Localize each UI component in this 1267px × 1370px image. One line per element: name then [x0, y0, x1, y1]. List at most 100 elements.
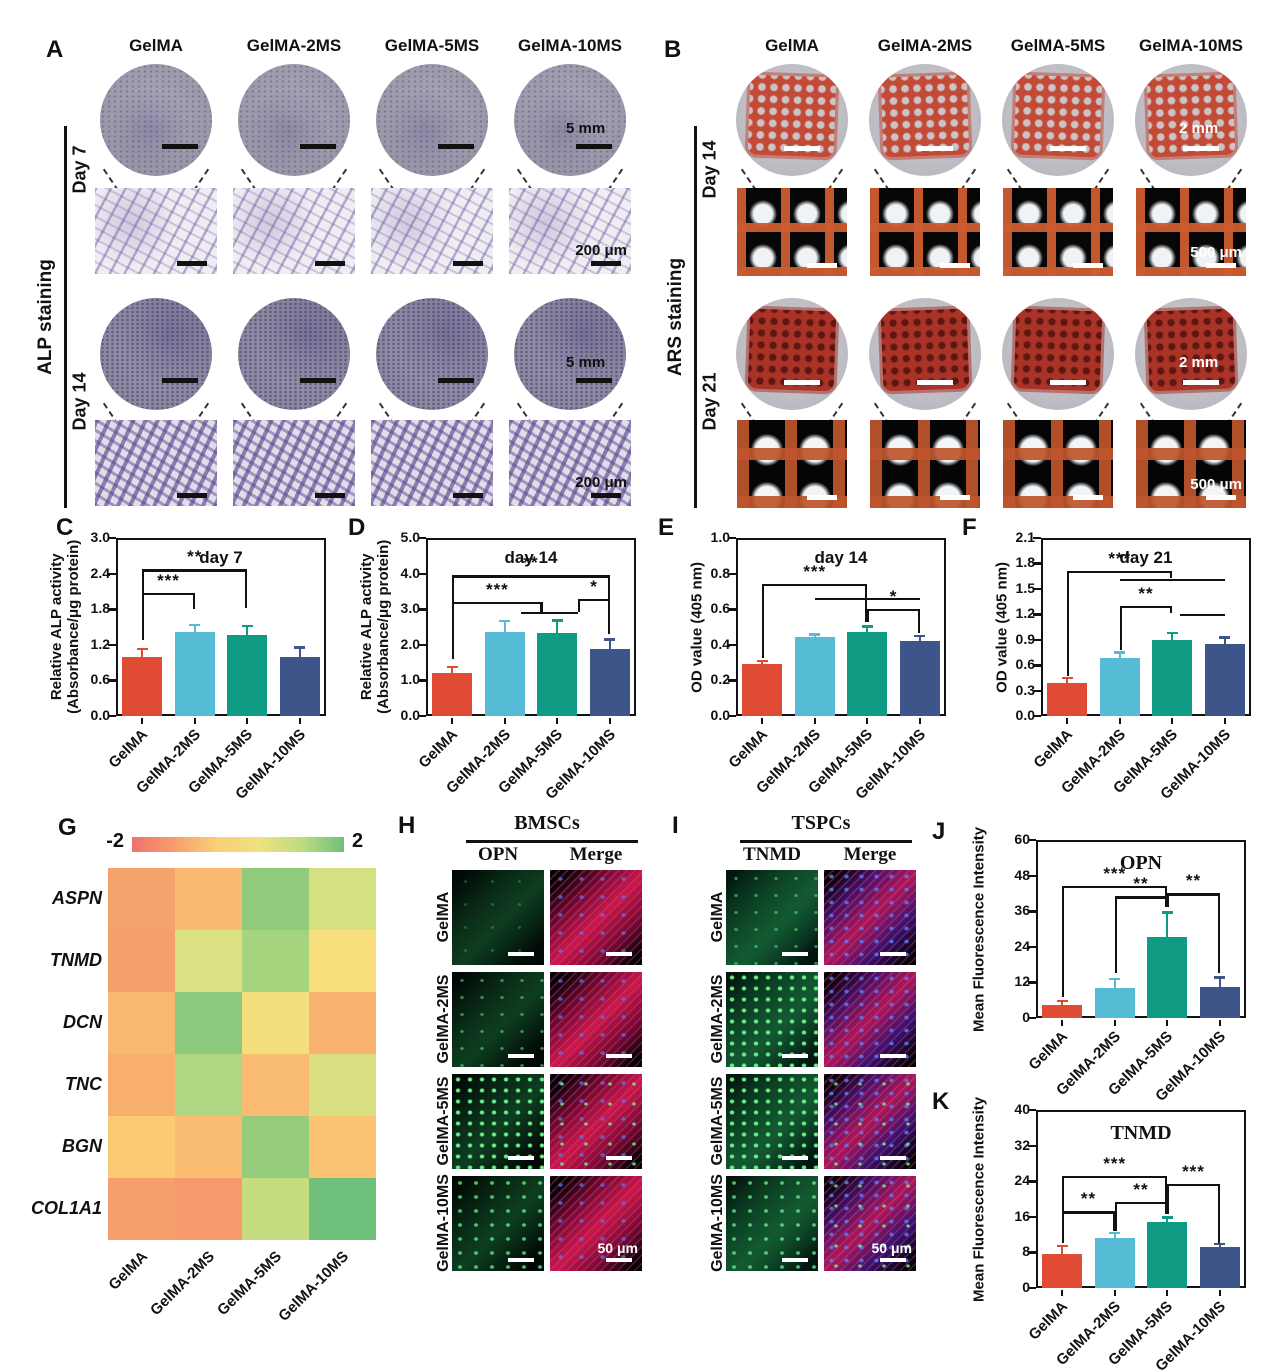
heatmap-cell	[175, 992, 242, 1054]
column-header-ars-3: GelMA-10MS	[1139, 36, 1243, 55]
column-header-i-0: TNMD	[742, 844, 802, 865]
error-bar-cap	[1056, 999, 1068, 1003]
sig-bracket-line	[1167, 1183, 1220, 1187]
sig-bracket-leg	[865, 584, 868, 622]
alp-micro-image	[371, 420, 493, 506]
y-tick-mark	[1033, 537, 1041, 540]
x-tick-mark	[193, 718, 196, 724]
sig-bracket-leg	[867, 609, 870, 622]
y-tick-mark	[108, 715, 116, 718]
bar	[432, 672, 473, 716]
error-bar	[1223, 637, 1226, 644]
bar	[1094, 987, 1135, 1018]
sig-stars: ***	[1103, 1153, 1127, 1173]
scale-bar	[1206, 263, 1236, 268]
y-tick-label: 1.0	[400, 671, 420, 688]
y-tick-mark	[1028, 945, 1036, 949]
chart-title: day 21	[1119, 548, 1173, 567]
sig-bracket-line	[814, 597, 920, 600]
panel-letter-f: F	[962, 514, 977, 541]
scale-bar	[1073, 495, 1103, 500]
group-header-h: BMSCs	[514, 812, 580, 834]
scale-label: 200 μm	[575, 474, 627, 491]
scale-label: 50 μm	[597, 1240, 638, 1256]
y-tick-mark	[418, 572, 426, 575]
sig-bracket-leg	[142, 569, 145, 594]
scale-bar	[940, 263, 970, 268]
error-bar-cap	[499, 619, 511, 623]
alp-well-image	[376, 298, 488, 410]
column-header-alp-3: GelMA-10MS	[518, 36, 622, 55]
error-bar-cap	[1114, 651, 1126, 654]
y-tick-mark	[1033, 715, 1041, 718]
x-tick-mark	[246, 718, 249, 724]
scale-bar	[606, 1258, 632, 1262]
sig-bracket-leg	[1062, 885, 1065, 998]
error-bar	[1061, 1000, 1064, 1006]
y-tick-mark	[1028, 1251, 1036, 1254]
sig-stars: **	[187, 547, 203, 567]
side-line-alp	[64, 126, 67, 508]
group-header-underline	[466, 840, 638, 843]
y-tick-mark	[728, 643, 736, 647]
sig-bracket-leg	[1114, 896, 1117, 974]
day-label-alp-1: Day 14	[69, 372, 90, 431]
h-marker-image	[452, 972, 544, 1067]
sig-stars: ***	[803, 562, 827, 582]
sig-bracket-line	[520, 612, 579, 615]
chart-F: 0.0 0.3 0.6 0.9 1.2 1.5 1.8 2.1 GelMA GelMA-2MS Ge…	[957, 514, 1265, 859]
bar	[227, 634, 268, 716]
y-tick-label: 0.6	[90, 671, 110, 688]
image-dots-layer	[452, 1176, 544, 1271]
alp-well-image	[376, 64, 488, 176]
alp-well-image	[100, 298, 212, 410]
x-tick-mark	[1166, 1020, 1169, 1026]
column-header-ars-0: GelMA	[765, 36, 819, 55]
y-tick-mark	[1033, 638, 1041, 642]
y-axis-label: OD value (405 nm)	[688, 561, 706, 693]
x-tick-mark	[608, 718, 611, 724]
chart-C: 0.0 0.6 1.2 1.8 2.4 3.0 GelMA GelMA-2MS GelMA-5M…	[32, 514, 340, 859]
x-tick-mark	[1113, 1020, 1116, 1026]
scale-bar	[807, 263, 837, 268]
heatmap-legend-max: 2	[352, 830, 364, 852]
y-tick-label: 0.8	[710, 564, 730, 581]
x-tick-mark	[813, 718, 816, 724]
sig-bracket-leg	[142, 593, 145, 641]
i-marker-image	[726, 1074, 818, 1169]
y-tick-mark	[1028, 1287, 1036, 1290]
heatmap-cell	[175, 930, 242, 992]
chart-K: 0 8 16 24 32 40 GelMA GelMA-2MS GelMA-5MS GelMA-1…	[952, 1086, 1260, 1370]
error-bar-cap	[861, 625, 873, 628]
ars-well-image	[869, 64, 981, 176]
error-bar	[503, 620, 506, 632]
panel-letter-k: K	[932, 1088, 950, 1115]
y-tick-mark	[1033, 613, 1041, 616]
x-tick-mark	[866, 718, 869, 724]
y-tick-label: 32	[1014, 1136, 1030, 1153]
day-label-ars-1: Day 21	[699, 372, 720, 431]
y-tick-mark	[1033, 689, 1041, 692]
scale-label: 5 mm	[566, 120, 606, 137]
error-bar-cap	[914, 634, 926, 638]
scale-bar	[315, 261, 345, 266]
alp-well-image: 5 mm	[514, 298, 626, 410]
x-tick-mark	[918, 718, 921, 724]
y-tick-label: 2.4	[90, 564, 110, 581]
y-tick-mark	[1033, 664, 1041, 667]
y-tick-label: 0.3	[1015, 681, 1035, 698]
sig-bracket-line	[1062, 1211, 1115, 1214]
ars-micro-image	[1003, 188, 1113, 276]
y-tick-mark	[1028, 1109, 1036, 1112]
y-tick-mark	[418, 679, 426, 682]
ars-well-image: 2 mm	[1135, 298, 1247, 410]
side-label-alp: ALP staining	[35, 259, 56, 375]
heatmap-gene-label: BGN	[62, 1136, 102, 1156]
panel-letter-j: J	[932, 818, 946, 845]
scale-bar	[606, 1054, 632, 1058]
ars-micro-image	[870, 188, 980, 276]
scale-label: 5 mm	[566, 354, 606, 371]
y-tick-label: 3.0	[400, 600, 420, 617]
y-tick-label: 1.5	[1015, 579, 1035, 596]
sig-bracket-line	[1167, 893, 1220, 896]
